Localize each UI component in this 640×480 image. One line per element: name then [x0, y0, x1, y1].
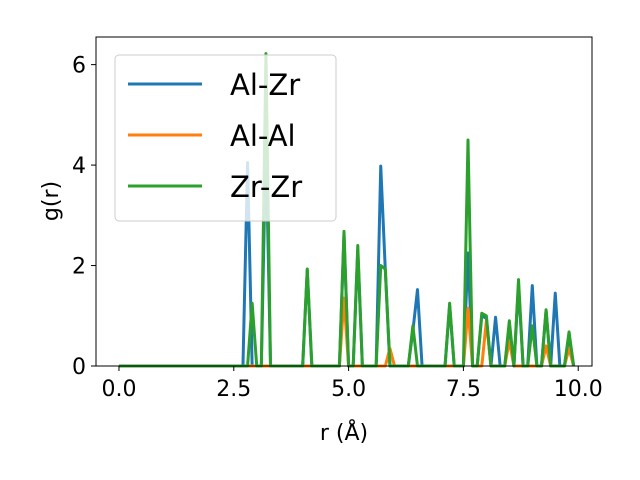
y-tick-label: 2 [72, 255, 86, 280]
x-tick-label: 5.0 [331, 377, 366, 402]
y-tick-label: 0 [72, 355, 86, 380]
x-axis-label: r (Å) [320, 419, 368, 446]
legend-label-al-zr: Al-Zr [230, 68, 300, 102]
legend-box [114, 54, 337, 222]
legend: Al-Zr Al-Al Zr-Zr [114, 54, 337, 222]
x-tick-label: 10.0 [554, 377, 603, 402]
x-axis-ticks: 0.0 2.5 5.0 7.5 10.0 [101, 366, 603, 402]
y-tick-label: 4 [72, 154, 86, 179]
legend-label-zr-zr: Zr-Zr [230, 170, 302, 204]
x-tick-label: 0.0 [101, 377, 136, 402]
y-tick-label: 6 [72, 54, 86, 79]
x-tick-label: 2.5 [216, 377, 251, 402]
y-axis-label: g(r) [39, 181, 64, 221]
axes-frame [95, 36, 593, 367]
legend-label-al-al: Al-Al [230, 119, 296, 153]
y-axis-ticks: 0 2 4 6 [72, 54, 96, 380]
x-tick-label: 7.5 [446, 377, 481, 402]
